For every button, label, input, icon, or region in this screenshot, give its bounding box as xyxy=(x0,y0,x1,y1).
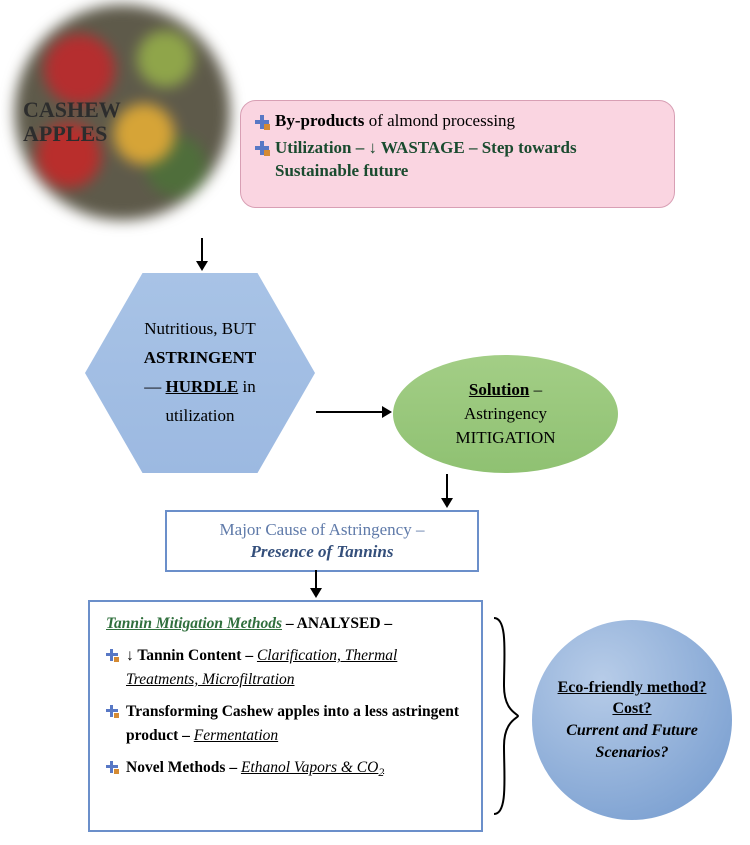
method-item-3: Novel Methods – Ethanol Vapors & CO2 xyxy=(106,756,465,782)
solution-ellipse: Solution – Astringency MITIGATION xyxy=(393,355,618,473)
methods-title-green: Tannin Mitigation Methods xyxy=(106,615,282,632)
ellipse-l3: MITIGATION xyxy=(455,428,555,447)
q3: Current and Future Scenarios? xyxy=(566,722,698,761)
arrow-hex-to-ellipse xyxy=(316,406,392,418)
cause-box: Major Cause of Astringency – Presence of… xyxy=(165,510,479,572)
byproducts-box: By-products of almond processing Utiliza… xyxy=(240,100,675,208)
hex-line1: Nutritious, BUT xyxy=(144,319,255,338)
hex-text: Nutritious, BUT ASTRINGENT — HURDLE in u… xyxy=(118,315,283,431)
methods-title-rest: – ANALYSED – xyxy=(282,615,392,632)
m1-lead: ↓ Tannin Content – xyxy=(126,647,257,664)
cashew-apples-title: CASHEW APPLES xyxy=(23,98,223,146)
ellipse-text: Solution – Astringency MITIGATION xyxy=(455,378,555,449)
cause-l2: Presence of Tannins xyxy=(251,542,394,561)
pink-bullet-1-text: By-products of almond processing xyxy=(275,111,515,131)
methods-box: Tannin Mitigation Methods – ANALYSED – ↓… xyxy=(88,600,483,832)
hex-dash: — xyxy=(144,377,161,396)
pink-bullet-1: By-products of almond processing xyxy=(255,111,660,131)
hex-line3-post: in xyxy=(238,377,255,396)
hex-line4: utilization xyxy=(166,406,235,425)
ellipse-l2: Astringency xyxy=(464,404,547,423)
title-line1: CASHEW xyxy=(23,97,121,122)
plus-bullet-icon xyxy=(106,761,118,773)
hex-line3: HURDLE xyxy=(166,377,239,396)
method-item-1: ↓ Tannin Content – Clarification, Therma… xyxy=(106,644,465,692)
cause-l1: Major Cause of Astringency – xyxy=(220,520,425,539)
m1-text: ↓ Tannin Content – Clarification, Therma… xyxy=(126,644,465,692)
plus-bullet-icon xyxy=(255,115,269,129)
pink-bullet-2-text: Utilization – ↓ WASTAGE – Step towards S… xyxy=(275,137,660,183)
hex-line2: ASTRINGENT xyxy=(144,348,256,367)
qcircle-text: Eco-friendly method? Cost? Current and F… xyxy=(550,677,714,763)
plus-bullet-icon xyxy=(255,141,269,155)
m3-text: Novel Methods – Ethanol Vapors & CO2 xyxy=(126,756,465,782)
arrow-ellipse-to-cause xyxy=(441,474,453,508)
cause-text: Major Cause of Astringency – Presence of… xyxy=(220,519,425,563)
m2-text: Transforming Cashew apples into a less a… xyxy=(126,700,465,748)
plus-bullet-icon xyxy=(106,649,118,661)
ellipse-rest1: – xyxy=(529,380,542,399)
q1: Eco-friendly method? xyxy=(558,679,707,696)
m2-detail: Fermentation xyxy=(194,727,278,744)
m3-detail: Ethanol Vapors & CO2 xyxy=(241,759,384,776)
ellipse-u: Solution xyxy=(469,380,529,399)
title-line2: APPLES xyxy=(23,121,107,146)
arrow-circle-to-hex xyxy=(196,238,208,271)
methods-title: Tannin Mitigation Methods – ANALYSED – xyxy=(106,612,465,636)
plus-bullet-icon xyxy=(106,705,118,717)
m3-detail-sub: 2 xyxy=(378,766,384,779)
pink-b1-rest: of almond processing xyxy=(364,111,515,130)
method-item-2: Transforming Cashew apples into a less a… xyxy=(106,700,465,748)
arrow-cause-to-methods xyxy=(310,570,322,598)
m3-lead: Novel Methods – xyxy=(126,759,241,776)
hurdle-hexagon: Nutritious, BUT ASTRINGENT — HURDLE in u… xyxy=(85,273,315,473)
questions-circle: Eco-friendly method? Cost? Current and F… xyxy=(532,620,732,820)
diagram-stage: CASHEW APPLES By-products of almond proc… xyxy=(0,0,750,845)
m2-lead: Transforming Cashew apples into a less a… xyxy=(126,703,459,744)
right-brace-icon xyxy=(488,616,520,816)
q2: Cost? xyxy=(612,700,651,717)
pink-b1-lead: By-products xyxy=(275,111,364,130)
m3-detail-pre: Ethanol Vapors & CO xyxy=(241,759,378,776)
pink-bullet-2: Utilization – ↓ WASTAGE – Step towards S… xyxy=(255,137,660,183)
